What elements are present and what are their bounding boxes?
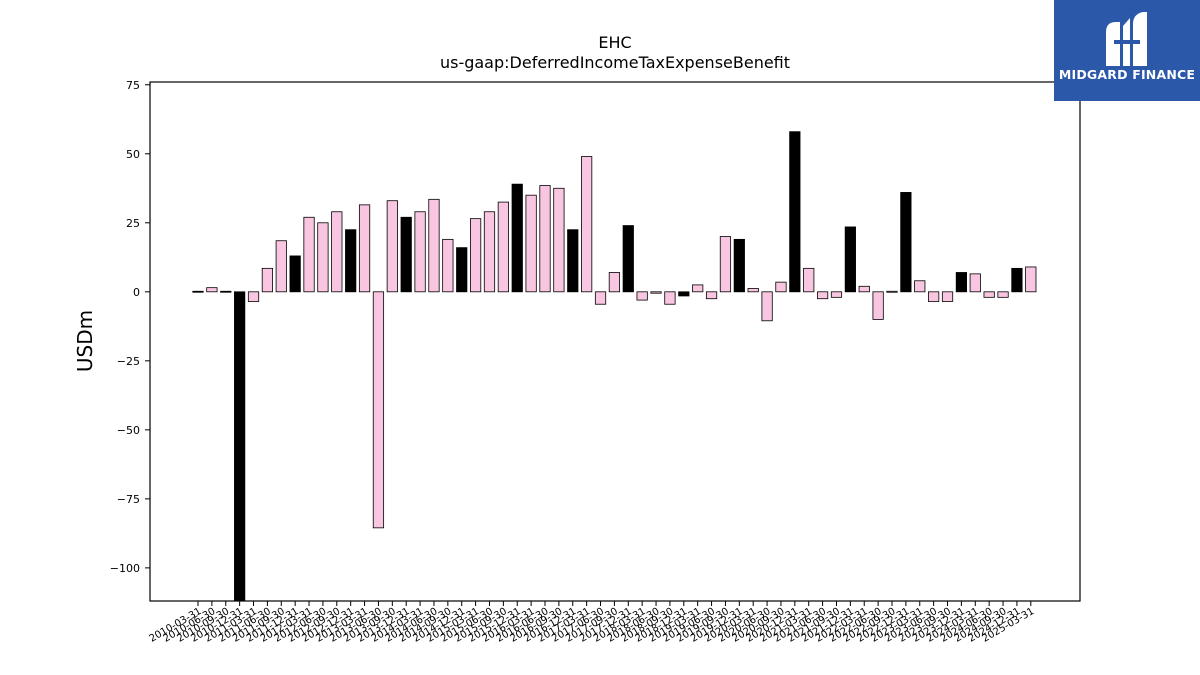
brand-logo: MIDGARD FINANCE: [1054, 0, 1200, 101]
bar: [275, 240, 287, 293]
bar: [747, 288, 759, 293]
bar: [192, 290, 204, 293]
bar: [622, 225, 634, 293]
bar: [608, 272, 621, 293]
bar: [969, 273, 981, 293]
bar: [525, 194, 537, 293]
bar: [636, 291, 648, 301]
bar: [719, 236, 732, 293]
bar: [830, 291, 843, 298]
bar: [900, 192, 912, 293]
bar: [1025, 266, 1037, 293]
bar: [941, 291, 954, 302]
bar: [594, 291, 607, 305]
bar: [261, 267, 274, 293]
bar: [761, 291, 773, 322]
bar: [789, 131, 801, 293]
bar: [442, 238, 454, 293]
bar: [928, 291, 940, 302]
bar: [220, 290, 232, 293]
chart-title: EHC: [598, 33, 631, 52]
bar: [497, 201, 509, 293]
y-tick-label: −100: [110, 562, 140, 575]
bar: [456, 247, 468, 293]
bars-group: [192, 131, 1037, 602]
y-axis-label: USDm: [73, 310, 97, 372]
bar: [539, 185, 551, 293]
bar: [886, 290, 898, 293]
bar: [581, 156, 593, 293]
y-tick-label: 50: [126, 148, 140, 161]
bar: [358, 204, 371, 293]
bar: [511, 183, 523, 293]
bar: [289, 255, 301, 293]
bar: [303, 216, 315, 293]
chart-subtitle: us-gaap:DeferredIncomeTaxExpenseBenefit: [440, 53, 790, 72]
bar: [664, 291, 676, 305]
bar: [414, 211, 426, 293]
bar: [247, 291, 260, 302]
logo-text: MIDGARD FINANCE: [1058, 67, 1196, 82]
bar: [483, 211, 496, 293]
bar: [650, 291, 662, 294]
bar: [705, 291, 718, 300]
bar: [234, 291, 246, 602]
bar: [678, 291, 690, 297]
bar: [372, 291, 385, 529]
bar: [803, 267, 815, 293]
bar: [317, 222, 329, 293]
bar: [914, 280, 926, 293]
bar: [983, 291, 995, 298]
logo-mark-icon: [1106, 12, 1147, 66]
bar: [400, 216, 412, 293]
bar: [331, 211, 343, 293]
bar: [858, 285, 870, 293]
y-tick-label: 0: [133, 286, 140, 299]
bar: [428, 198, 440, 293]
y-tick-label: −50: [117, 424, 140, 437]
bar: [386, 200, 398, 293]
bar: [692, 284, 704, 293]
y-ticks-group: 75 50 25 0 −25 −50 −75 −100: [110, 79, 150, 575]
bar: [567, 229, 579, 293]
bar: [553, 187, 565, 293]
bar: [1011, 267, 1023, 293]
y-tick-label: −25: [117, 355, 140, 368]
bar: [733, 238, 745, 293]
bar: [206, 287, 218, 293]
bar: [345, 229, 357, 293]
bar: [844, 226, 856, 293]
y-tick-label: 25: [126, 217, 140, 230]
bar: [872, 291, 884, 320]
bar: [955, 272, 968, 293]
bar: [997, 291, 1009, 298]
y-tick-label: −75: [117, 493, 140, 506]
x-ticks-group: 2010-03-312010-06-302010-09-302010-12-31…: [148, 601, 1036, 645]
bar: [817, 291, 829, 300]
plot-frame: [149, 81, 1081, 602]
bar: [775, 281, 787, 293]
bar: [469, 218, 482, 293]
y-tick-label: 75: [126, 79, 140, 92]
